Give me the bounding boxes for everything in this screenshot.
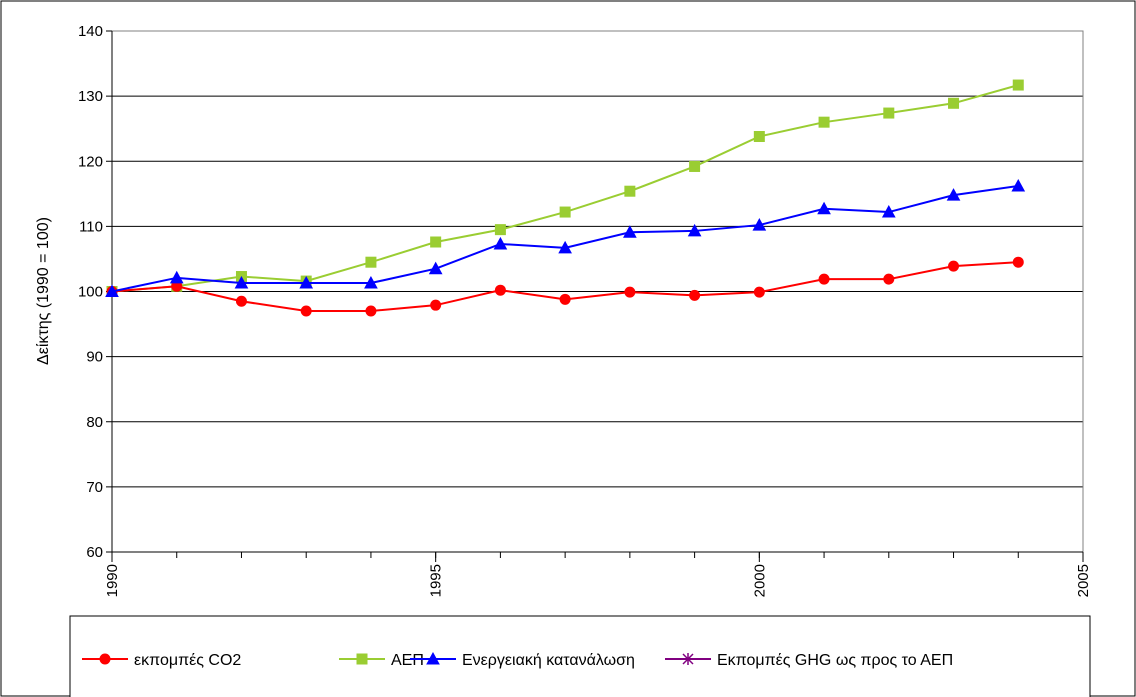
axes: 60 70 80 90 100 110 120 130 140 1990 1995 2000 2005 <box>78 23 1092 597</box>
y-tick-label: 100 <box>78 284 103 301</box>
series-0-point <box>559 293 571 305</box>
series-1-point <box>753 131 765 143</box>
series-2-point <box>364 275 378 289</box>
series-2-point <box>817 201 831 215</box>
series-2-point <box>752 218 767 231</box>
series-0-point <box>883 273 895 285</box>
x-tick-label: 2005 <box>1075 564 1092 597</box>
series-2-point <box>1011 178 1026 192</box>
gridlines <box>112 95 1083 488</box>
series-2-point <box>558 240 572 254</box>
series-0-point <box>1012 256 1024 268</box>
y-axis-label: Δείκτης (1990 = 100) <box>35 217 52 365</box>
series-1-point <box>494 224 506 236</box>
y-tick-label: 60 <box>86 544 103 561</box>
y-tick-label: 130 <box>78 88 103 105</box>
series-0-point <box>753 286 765 298</box>
legend-label: ΑΕΠ <box>391 652 424 669</box>
series-1-point <box>430 236 442 248</box>
x-tick-label: 1990 <box>104 564 121 597</box>
series-1-point <box>1012 79 1024 91</box>
series-0-point <box>235 295 247 307</box>
y-tick-label: 110 <box>79 218 103 235</box>
series-0-point <box>948 260 960 272</box>
y-tick-label: 80 <box>86 414 103 431</box>
series-2-point <box>623 225 637 238</box>
legend: εκπομπές CO2 ΑΕΠ Ενεργειακή κατανάλωση Εκπο… <box>82 651 953 669</box>
series-1-point <box>883 107 895 119</box>
legend-item: Ενεργειακή κατανάλωση <box>410 651 635 669</box>
legend-item: Εκπομπές GHG ως προς το ΑΕΠ <box>665 652 953 669</box>
legend-swatch-marker <box>682 653 694 665</box>
x-tick-label: 2000 <box>751 564 768 597</box>
legend-swatch-marker <box>426 651 440 665</box>
y-tick-label: 120 <box>78 153 103 170</box>
series-0-point <box>430 299 442 311</box>
x-tick-label: 1995 <box>428 564 445 597</box>
series-0-point <box>494 284 506 296</box>
series-0-point <box>689 289 701 301</box>
series-2-point <box>493 236 508 250</box>
series-1-point <box>948 97 960 109</box>
series-2-point <box>299 275 314 289</box>
series-2-point <box>881 205 896 218</box>
series-0-point <box>300 305 312 317</box>
legend-swatch-marker <box>356 653 368 665</box>
series-2-point <box>428 261 443 275</box>
legend-item: εκπομπές CO2 <box>82 652 241 669</box>
legend-label: Εκπομπές GHG ως προς το ΑΕΠ <box>717 652 953 669</box>
legend-label: Ενεργειακή κατανάλωση <box>462 652 635 669</box>
y-tick-label: 90 <box>86 349 103 366</box>
series-0-point <box>624 286 636 298</box>
y-tick-label: 70 <box>86 479 103 496</box>
series-2-point <box>234 275 249 289</box>
series-2-point <box>687 223 702 237</box>
legend-box <box>69 615 1091 697</box>
series-1-point <box>624 185 636 197</box>
series-group <box>105 79 1026 317</box>
legend-item: ΑΕΠ <box>339 652 424 669</box>
series-0-point <box>365 305 377 317</box>
series-1-point <box>689 160 701 172</box>
legend-label: εκπομπές CO2 <box>134 652 241 669</box>
series-2-point <box>169 270 184 284</box>
y-tick-label: 140 <box>78 23 103 40</box>
series-0-point <box>818 273 830 285</box>
series-2-point <box>105 284 119 297</box>
series-1-point <box>818 116 830 128</box>
legend-swatch-marker <box>99 653 111 665</box>
series-2-point <box>946 188 961 201</box>
series-1-point <box>365 256 377 268</box>
series-1-point <box>559 206 571 218</box>
